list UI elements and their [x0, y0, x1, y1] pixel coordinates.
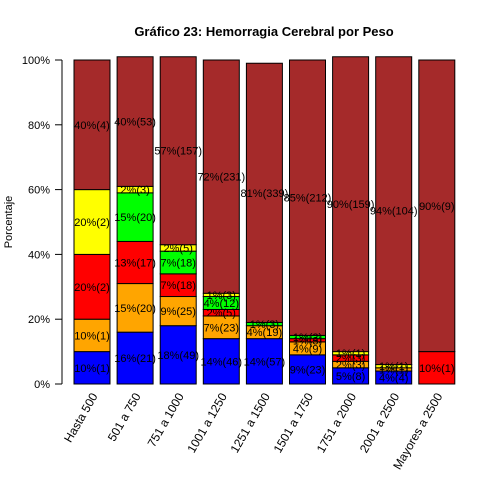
segment-label: 72%(231) — [197, 172, 245, 184]
bar-segment — [73, 189, 111, 255]
bar-segment — [245, 338, 283, 385]
bar-1: 10%(1) 10%(1) 20%(2) 20%(2) 40%(4) — [73, 59, 111, 385]
segment-label: 14%(57) — [244, 356, 286, 368]
segment-label: 1%(3) — [250, 319, 279, 331]
segment-label: 2%(3) — [336, 353, 365, 365]
segment-label: 20%(2) — [74, 217, 109, 229]
segment-label: 4%(9) — [293, 343, 322, 355]
bar-segment — [116, 240, 154, 285]
bar-segment — [245, 62, 283, 323]
bar-segment — [73, 59, 111, 191]
segment-label: 94%(104) — [370, 206, 418, 218]
y-tick-label: 60% — [28, 185, 50, 197]
x-tick-label: 1501 a 1750 — [271, 390, 317, 455]
segment-label: 4%(19) — [247, 327, 282, 339]
x-tick-label: 501 a 750 — [105, 390, 144, 444]
segment-label: 9%(23) — [290, 364, 325, 376]
bar-segment — [202, 59, 240, 294]
bar-segment — [375, 56, 413, 366]
bar-segment — [159, 325, 197, 385]
segment-label: 18%(49) — [157, 350, 199, 362]
y-tick-label: 40% — [28, 249, 50, 261]
bar-segment — [73, 318, 111, 353]
segment-label: 1%(1) — [379, 364, 408, 376]
x-tick-label: 751 a 1000 — [145, 390, 187, 449]
segment-label: 1%(1) — [336, 348, 365, 360]
bar-segment — [116, 56, 154, 187]
bar-segment — [332, 56, 370, 353]
segment-label: 81%(339) — [241, 188, 289, 200]
segment-label: 10%(1) — [74, 363, 109, 375]
bar-segment — [418, 59, 456, 353]
y-tick-label: 80% — [28, 120, 50, 132]
segment-label: 2%(5) — [164, 243, 193, 255]
x-tick-label: 1001 a 1250 — [184, 390, 230, 455]
segment-label: 10%(1) — [419, 363, 454, 375]
y-axis-label: Porcentaje — [3, 196, 15, 249]
segment-label: 4%(12) — [204, 298, 239, 310]
segment-label: 90%(9) — [419, 201, 454, 213]
bar-2: 16%(21) 15%(20) 13%(17) 15%(20) 2%(3) 40%(53) — [114, 56, 156, 385]
bar-4: 14%(46) 7%(23) 2%(5)4%(12)1%(3) 72%(231) — [197, 59, 245, 385]
bar-segment — [289, 354, 326, 385]
segment-label: 16%(21) — [114, 353, 156, 365]
x-tick-label: Hasta 500 — [61, 390, 101, 445]
segment-label: 40%(4) — [74, 120, 109, 132]
segment-label: 1%(3) — [293, 335, 322, 347]
x-tick-label: 2001 a 2500 — [357, 390, 403, 455]
segment-label: 2%(5) — [207, 308, 236, 320]
bars: 10%(1) 10%(1) 20%(2) 20%(2) 40%(4) 16%(21) 15%… — [73, 56, 456, 385]
segment-label: 1%(1) — [379, 361, 408, 373]
bar-segment — [289, 59, 326, 336]
x-tick-label: 1251 a 1500 — [228, 390, 274, 455]
bar-segment — [73, 351, 111, 385]
y-tick-label: 0% — [34, 379, 50, 391]
segment-label: 15%(20) — [114, 212, 156, 224]
segment-label: 4%(4) — [379, 373, 408, 385]
bar-3: 18%(49) 9%(25) 7%(18) 7%(18) 2%(5) 57%(157) — [154, 56, 202, 385]
y-axis: 0% 20% 40% 60% 80% 100% — [22, 55, 63, 391]
bar-segment — [202, 338, 240, 385]
segment-label: 40%(53) — [114, 117, 156, 129]
segment-label: 7%(23) — [204, 322, 239, 334]
bar-segment — [73, 253, 111, 320]
segment-label: 85%(212) — [284, 193, 332, 205]
bar-segment — [116, 192, 154, 242]
bar-segment — [116, 331, 154, 385]
bar-6: 9%(23) 4%(9)1%(3)1%(2) 85%(212) — [284, 59, 332, 385]
segment-label: 20%(2) — [74, 282, 109, 294]
chart-title: Gráfico 23: Hemorragia Cerebral por Peso — [134, 24, 393, 39]
segment-label: 1%(3) — [207, 290, 236, 302]
segment-label: 57%(157) — [154, 146, 202, 158]
segment-label: 9%(25) — [160, 306, 195, 318]
y-tick-label: 20% — [28, 314, 50, 326]
segment-label: 7%(18) — [160, 258, 195, 270]
segment-label: 15%(20) — [114, 303, 156, 315]
segment-label: 10%(1) — [74, 330, 109, 342]
segment-label: 5%(8) — [336, 371, 365, 383]
x-tick-label: 1751 a 2000 — [314, 390, 360, 455]
segment-label: 90%(159) — [327, 199, 375, 211]
segment-label: 14%(46) — [201, 356, 243, 368]
segment-label: 1%(2) — [293, 332, 322, 344]
bar-5: 14%(57) 4%(19)1%(3) 81%(339) — [241, 62, 289, 385]
bar-8: 4%(4)1%(1)1%(1)94%(104) — [370, 56, 418, 385]
segment-label: 7%(18) — [160, 280, 195, 292]
segment-label: 13%(17) — [114, 258, 156, 270]
segment-label: 2%(3) — [336, 360, 365, 372]
bar-segment — [116, 283, 154, 333]
y-tick-label: 100% — [22, 55, 50, 67]
segment-label: 2%(3) — [120, 185, 149, 197]
bar-9: 10%(1) 90%(9) — [418, 59, 456, 385]
bar-segment — [159, 56, 197, 246]
bar-7: 5%(8)2%(3)2%(3)1%(1)90%(159) — [327, 56, 375, 385]
